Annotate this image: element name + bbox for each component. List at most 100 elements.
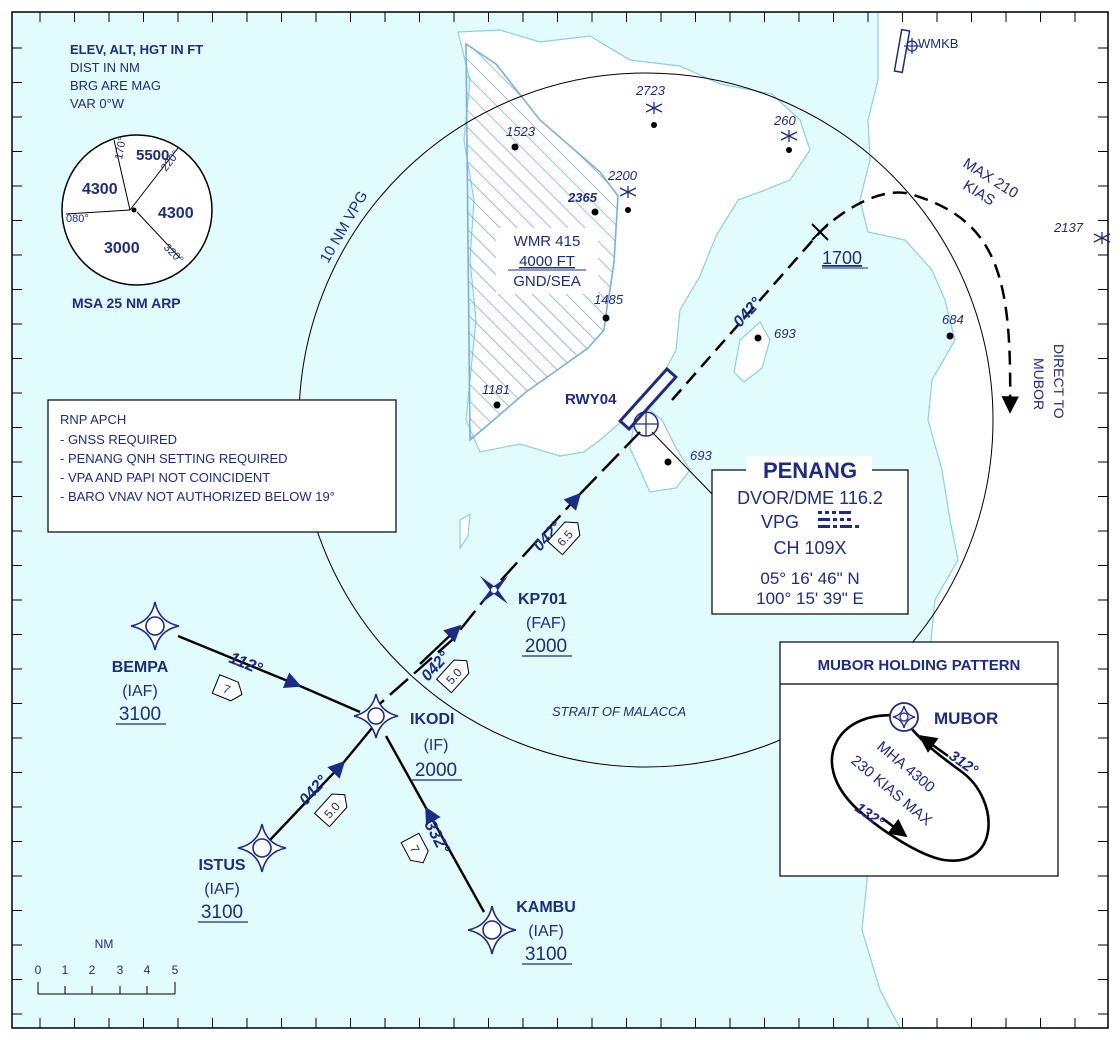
elevation-1485: 1485: [594, 292, 624, 307]
kp701-faf-icon: [480, 576, 508, 604]
final-segment: [579, 431, 641, 495]
rnp-note-2: - PENANG QNH SETTING REQUIRED: [60, 451, 288, 466]
msa-sector-left: 4300: [82, 181, 118, 198]
units-note-4: VAR 0°W: [70, 96, 125, 111]
restricted-line-1: WMR 415: [514, 233, 581, 250]
missed-approach-altitude: 1700: [822, 248, 862, 268]
svg-text:1: 1: [62, 963, 69, 977]
wmkb-label: WMKB: [918, 36, 958, 51]
msa-sector-right: 4300: [158, 205, 194, 222]
svg-text:4: 4: [144, 963, 151, 977]
intermediate-distance-box: 5.0: [435, 659, 470, 694]
navaid-lon: 100° 15' 39" E: [756, 589, 864, 608]
navaid-lat: 05° 16' 46" N: [760, 569, 859, 588]
holding-fix: MUBOR: [934, 709, 998, 728]
elevation-2137: 2137: [1053, 220, 1084, 235]
elevation-684: 684: [942, 312, 964, 327]
ikodi-role: (IF): [424, 737, 449, 754]
chart-border: [11, 11, 1109, 1029]
rnp-title: RNP APCH: [60, 412, 126, 427]
mubor-waypoint-icon: [889, 702, 919, 732]
small-island: [459, 512, 471, 550]
holding-inbound-arrow: [918, 734, 949, 758]
istus-waypoint-icon: [237, 823, 287, 873]
navaid-box: PENANG DVOR/DME 116.2 VPG CH 109X 05° 16…: [711, 456, 909, 615]
kambu-altitude: 3100: [525, 944, 567, 965]
msa-diagram: 5500 4300 4300 3000 170° 220° 080° 320°: [61, 134, 213, 286]
elevation-693-island: 693: [774, 326, 796, 341]
msa-bearing-170: 170°: [113, 136, 129, 161]
runway-icon: [618, 366, 678, 437]
rnp-notes-box: RNP APCH - GNSS REQUIRED - PENANG QNH SE…: [47, 399, 397, 533]
peninsula-land: [629, 398, 691, 493]
ikodi-altitude: 2000: [415, 760, 457, 781]
elevation-1523: 1523: [506, 124, 536, 139]
elevation-2200: 2200: [607, 168, 638, 183]
bempa-name: BEMPA: [112, 659, 169, 676]
holding-title: MUBOR HOLDING PATTERN: [818, 657, 1021, 674]
missed-approach-path: [671, 191, 1019, 414]
navaid-ident: VPG: [761, 512, 799, 532]
navaid-type-freq: DVOR/DME 116.2: [737, 488, 883, 508]
scale-unit: NM: [95, 937, 114, 951]
ikodi-name: IKODI: [410, 711, 454, 728]
kp701-role: (FAF): [526, 615, 566, 632]
obstacle-icon: [619, 102, 1111, 244]
istus-altitude: 3100: [201, 902, 243, 923]
elevation-260: 260: [773, 113, 796, 128]
bempa-role: (IAF): [122, 683, 158, 700]
navaid-channel: CH 109X: [773, 538, 846, 558]
msa-bearing-080: 080°: [66, 213, 89, 225]
kp701-name: KP701: [518, 591, 567, 608]
msa-sector-top: 5500: [136, 147, 169, 164]
restricted-area-label-bg: [496, 228, 598, 294]
spot-elevation-dots: [493, 122, 954, 466]
svg-text:5: 5: [172, 963, 179, 977]
restricted-line-3: GND/SEA: [513, 273, 581, 290]
holding-pattern-box: MUBOR HOLDING PATTERN MUBOR 312° 132° MH…: [779, 641, 1059, 877]
elevation-1181: 1181: [482, 382, 510, 397]
wmkb-airport-icon: [893, 28, 920, 74]
units-note-1: ELEV, ALT, HGT IN FT: [70, 42, 203, 57]
morse-code-icon: [818, 511, 859, 528]
elevation-693-peninsula: 693: [690, 448, 712, 463]
elevation-2365: 2365: [567, 190, 598, 205]
svg-text:7: 7: [221, 682, 233, 698]
bempa-waypoint-icon: [130, 601, 180, 651]
svg-text:3: 3: [117, 963, 124, 977]
istus-distance-box: 5.0: [313, 793, 348, 828]
bempa-altitude: 3100: [119, 704, 161, 725]
istus-role: (IAF): [204, 881, 240, 898]
units-note-3: BRG ARE MAG: [70, 78, 161, 93]
direct-to-line-2: MUBOR: [1031, 358, 1047, 410]
runway-label: RWY04: [565, 391, 617, 408]
distance-scale: NM 0 1 2 3 4 5: [35, 937, 179, 995]
water-label: STRAIT OF MALACCA: [552, 704, 686, 719]
border-ticks: [12, 12, 1108, 1028]
msa-sector-bottom: 3000: [104, 240, 140, 257]
rnp-note-4: - BARO VNAV NOT AUTHORIZED BELOW 19°: [60, 489, 335, 504]
holding-outbound-arrow: [881, 816, 908, 838]
svg-text:0: 0: [35, 963, 42, 977]
direct-to-line-1: DIRECT TO: [1051, 344, 1067, 419]
rnp-note-3: - VPA AND PAPI NOT COINCIDENT: [60, 470, 270, 485]
units-note-2: DIST IN NM: [70, 60, 140, 75]
intermediate-arrow: [419, 624, 462, 665]
holding-racetrack: [830, 713, 990, 862]
kp701-altitude: 2000: [525, 636, 567, 657]
navaid-name: PENANG: [763, 458, 857, 483]
istus-leg: [269, 760, 346, 841]
bempa-leg: [177, 634, 302, 689]
kambu-distance-box: 7: [400, 832, 429, 864]
bempa-distance-box: 7: [211, 674, 243, 702]
elevation-2723: 2723: [635, 83, 666, 98]
navaid-leader: [651, 431, 715, 497]
istus-name: ISTUS: [198, 857, 245, 874]
msa-label: MSA 25 NM ARP: [72, 295, 181, 311]
final-approach-course: [365, 492, 582, 717]
kambu-name: KAMBU: [516, 899, 576, 916]
missed-approach-fix-cross: [811, 223, 829, 241]
svg-text:2: 2: [89, 963, 96, 977]
final-distance-box: 6.5: [546, 521, 581, 556]
